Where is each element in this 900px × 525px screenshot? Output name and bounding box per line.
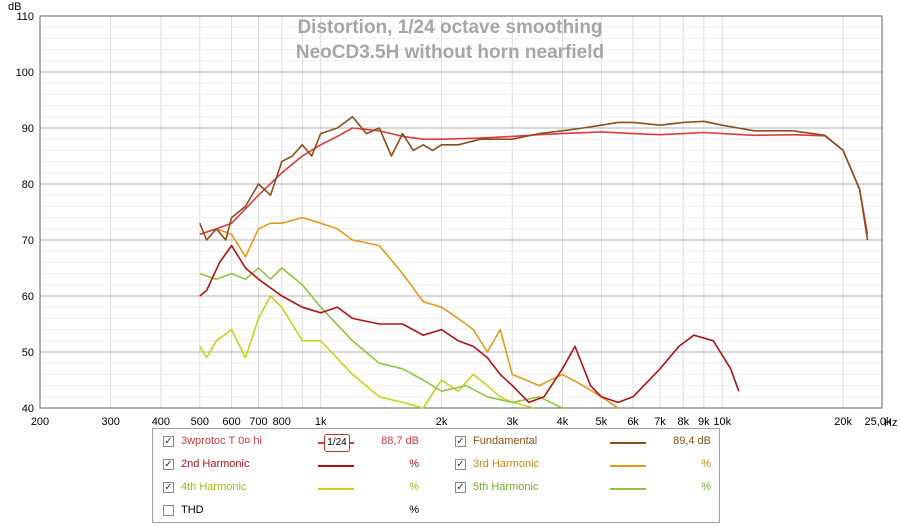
x-tick-label: 25,0k bbox=[865, 416, 892, 428]
legend-value: % bbox=[409, 458, 419, 470]
legend-item: ✓ 3wprotoc T 0¤ hi 1/24 88,7 dB bbox=[163, 434, 443, 452]
legend-checkbox[interactable]: ✓ bbox=[455, 436, 466, 447]
legend-checkbox[interactable]: ✓ bbox=[455, 482, 466, 493]
legend-line-swatch bbox=[610, 442, 646, 444]
legend-label: 5th Harmonic bbox=[473, 481, 539, 493]
y-tick-label: 110 bbox=[16, 11, 34, 23]
series-line-4th-harmonic bbox=[199, 295, 535, 409]
y-tick-label: 60 bbox=[22, 291, 34, 303]
legend-value: % bbox=[701, 458, 711, 470]
smoothing-indicator[interactable]: 1/24 bbox=[324, 434, 350, 452]
legend-item: ✓ 4th Harmonic% bbox=[163, 480, 443, 498]
y-tick-labels: 40 50 60 70 80 90 100 110 bbox=[16, 11, 34, 415]
y-tick-label: 70 bbox=[22, 235, 34, 247]
y-tick-label: 90 bbox=[22, 123, 34, 135]
legend-checkbox[interactable]: ✓ bbox=[163, 459, 174, 470]
y-tick-label: 80 bbox=[22, 179, 34, 191]
series-lines bbox=[199, 116, 869, 409]
legend-checkbox[interactable]: ✓ bbox=[455, 459, 466, 470]
series-line-2nd-harmonic bbox=[199, 244, 740, 404]
y-tick-label: 40 bbox=[22, 403, 34, 415]
legend-label: Fundamental bbox=[473, 435, 538, 447]
legend-checkbox[interactable] bbox=[163, 505, 174, 516]
x-tick-label: 500 bbox=[191, 416, 209, 428]
y-axis-unit: dB bbox=[8, 1, 21, 13]
legend-item: THD% bbox=[163, 503, 443, 521]
plot-frame bbox=[39, 15, 883, 409]
y-tick-label: 50 bbox=[22, 347, 34, 359]
x-tick-label: 700 bbox=[249, 416, 267, 428]
series-line-3rd-harmonic bbox=[199, 216, 619, 409]
x-tick-label: 2k bbox=[436, 416, 448, 428]
legend-line-swatch bbox=[610, 488, 646, 490]
chart-title: Distortion, 1/24 octave smoothing bbox=[297, 17, 602, 38]
distortion-chart: Distortion, 1/24 octave smoothing NeoCD3… bbox=[8, 1, 897, 428]
x-tick-label: 20k bbox=[834, 416, 852, 428]
legend-item: ✓ Fundamental 89,4 dB bbox=[455, 434, 735, 452]
legend-label: 3rd Harmonic bbox=[473, 458, 540, 470]
series-line-5th-harmonic bbox=[199, 267, 563, 409]
x-tick-label: 10k bbox=[713, 416, 731, 428]
x-tick-label: 600 bbox=[222, 416, 240, 428]
legend-value: 89,4 dB bbox=[673, 435, 711, 447]
legend-panel: ✓ 3wprotoc T 0¤ hi 1/24 88,7 dB ✓ Fundamental… bbox=[152, 428, 720, 523]
legend-line-swatch bbox=[318, 488, 354, 490]
x-tick-label: 9k bbox=[698, 416, 710, 428]
legend-value: % bbox=[409, 504, 419, 516]
legend-value: % bbox=[701, 481, 711, 493]
x-tick-label: 800 bbox=[273, 416, 291, 428]
x-tick-label: 4k bbox=[557, 416, 569, 428]
x-tick-label: 6k bbox=[627, 416, 639, 428]
y-tick-label: 100 bbox=[16, 67, 34, 79]
x-tick-label: 8k bbox=[677, 416, 689, 428]
legend-checkbox[interactable]: ✓ bbox=[163, 436, 174, 447]
x-tick-label: 400 bbox=[152, 416, 170, 428]
x-tick-label: 300 bbox=[102, 416, 120, 428]
series-line-3wprotoc-t-0-hi bbox=[199, 127, 869, 236]
legend-label: 2nd Harmonic bbox=[181, 458, 250, 470]
series-line-fundamental bbox=[199, 116, 869, 241]
x-tick-label: 1k bbox=[315, 416, 327, 428]
legend-line-swatch bbox=[610, 465, 646, 467]
legend-value: 88,7 dB bbox=[381, 435, 419, 447]
x-tick-labels: 200 300 400 500 600 700 800 1k 2k 3k 4k 5k 6k 7k 8k 9k 1… bbox=[31, 416, 892, 428]
legend-value: % bbox=[409, 481, 419, 493]
legend-item: ✓ 2nd Harmonic% bbox=[163, 457, 443, 475]
legend-line-swatch bbox=[318, 465, 354, 467]
legend-label: THD bbox=[181, 504, 204, 516]
x-tick-label: 5k bbox=[596, 416, 608, 428]
x-axis-unit: Hz bbox=[884, 417, 897, 428]
legend-label: 4th Harmonic bbox=[181, 481, 247, 493]
legend-item: ✓ 5th Harmonic% bbox=[455, 480, 735, 498]
x-tick-label: 200 bbox=[31, 416, 49, 428]
x-tick-label: 3k bbox=[506, 416, 518, 428]
legend-item: ✓ 3rd Harmonic% bbox=[455, 457, 735, 475]
legend-checkbox[interactable]: ✓ bbox=[163, 482, 174, 493]
chart-subtitle: NeoCD3.5H without horn nearfield bbox=[296, 42, 604, 63]
chart-grid bbox=[40, 15, 882, 409]
legend-label: 3wprotoc T 0¤ hi bbox=[181, 435, 262, 447]
x-tick-label: 7k bbox=[654, 416, 666, 428]
